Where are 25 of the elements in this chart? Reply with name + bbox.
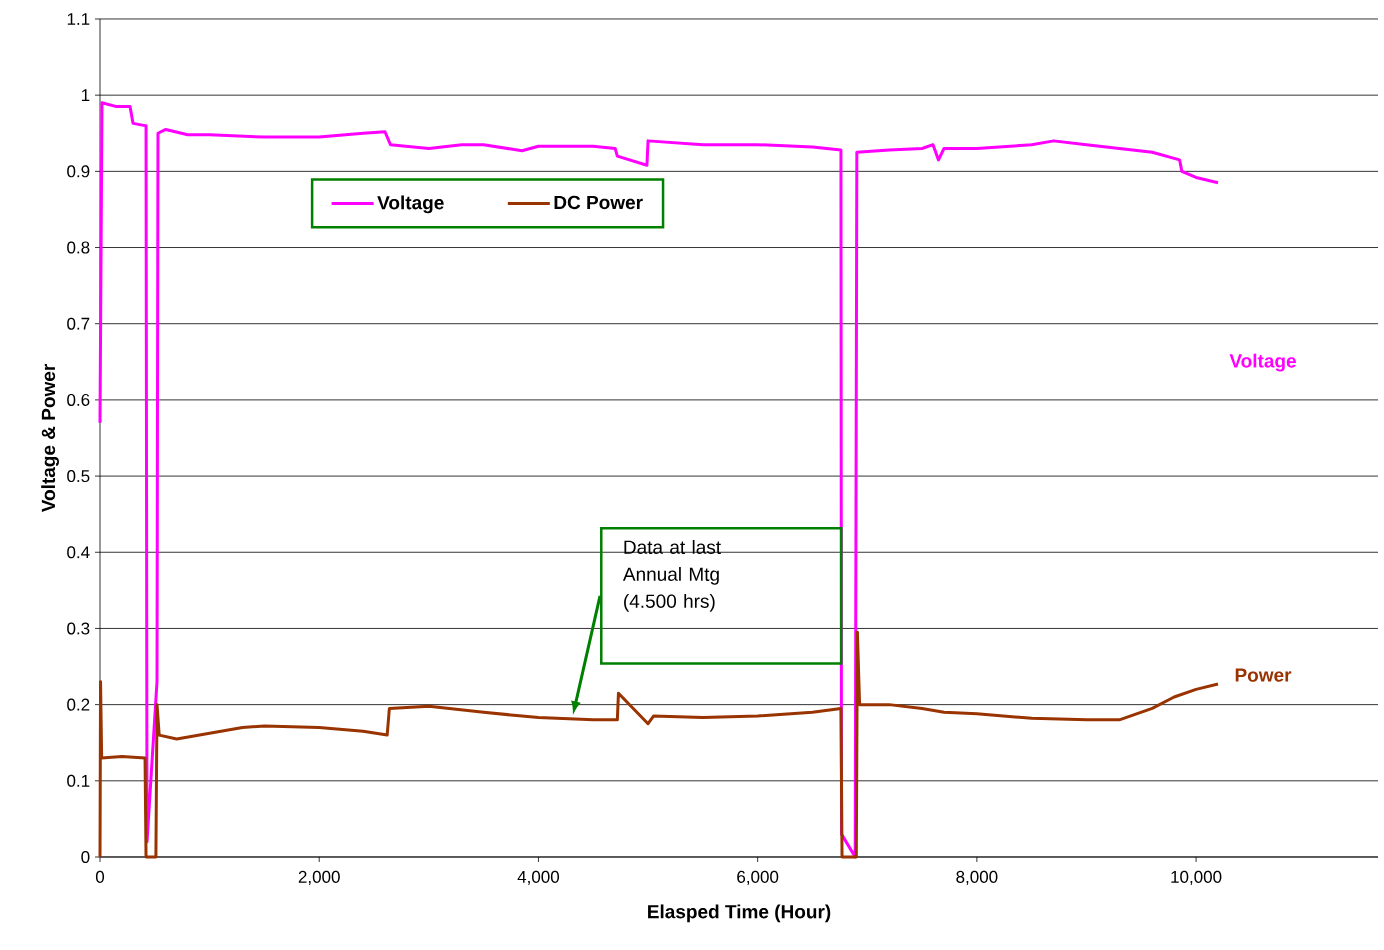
y-axis-title: Voltage & Power bbox=[41, 364, 59, 513]
x-tick-label: 10,000 bbox=[1171, 870, 1222, 885]
x-tick-label: 8,000 bbox=[956, 870, 998, 885]
y-tick-label: 0.7 bbox=[67, 317, 90, 330]
y-tick-label: 0.5 bbox=[67, 470, 90, 483]
x-tick-label: 2,000 bbox=[298, 870, 340, 885]
y-tick-label: 0.1 bbox=[67, 774, 90, 787]
annotation: Voltage bbox=[1229, 353, 1296, 372]
legend-label: Voltage bbox=[377, 195, 444, 214]
y-tick-label: 0.6 bbox=[67, 393, 90, 406]
y-tick-label: 0.2 bbox=[67, 698, 90, 711]
y-tick-label: 0.8 bbox=[67, 241, 90, 254]
annotation: Data at last Annual Mtg (4.500 hrs) bbox=[622, 539, 721, 612]
x-tick-label: 4,000 bbox=[517, 870, 560, 885]
y-tick-label: 0.3 bbox=[67, 622, 90, 635]
annotation: Power bbox=[1235, 668, 1292, 682]
y-tick-label: 0.9 bbox=[67, 165, 90, 178]
y-tick-label: 1.1 bbox=[67, 13, 90, 25]
x-axis-title: Elasped Time (Hour) bbox=[648, 904, 831, 923]
y-tick-label: 0.4 bbox=[67, 546, 90, 559]
legend-label: DC Power bbox=[554, 195, 643, 210]
y-tick-label: 0 bbox=[81, 850, 90, 864]
x-tick-label: 0 bbox=[95, 870, 105, 883]
y-tick-label: 1 bbox=[81, 89, 90, 102]
x-tick-label: 6,000 bbox=[737, 870, 779, 885]
